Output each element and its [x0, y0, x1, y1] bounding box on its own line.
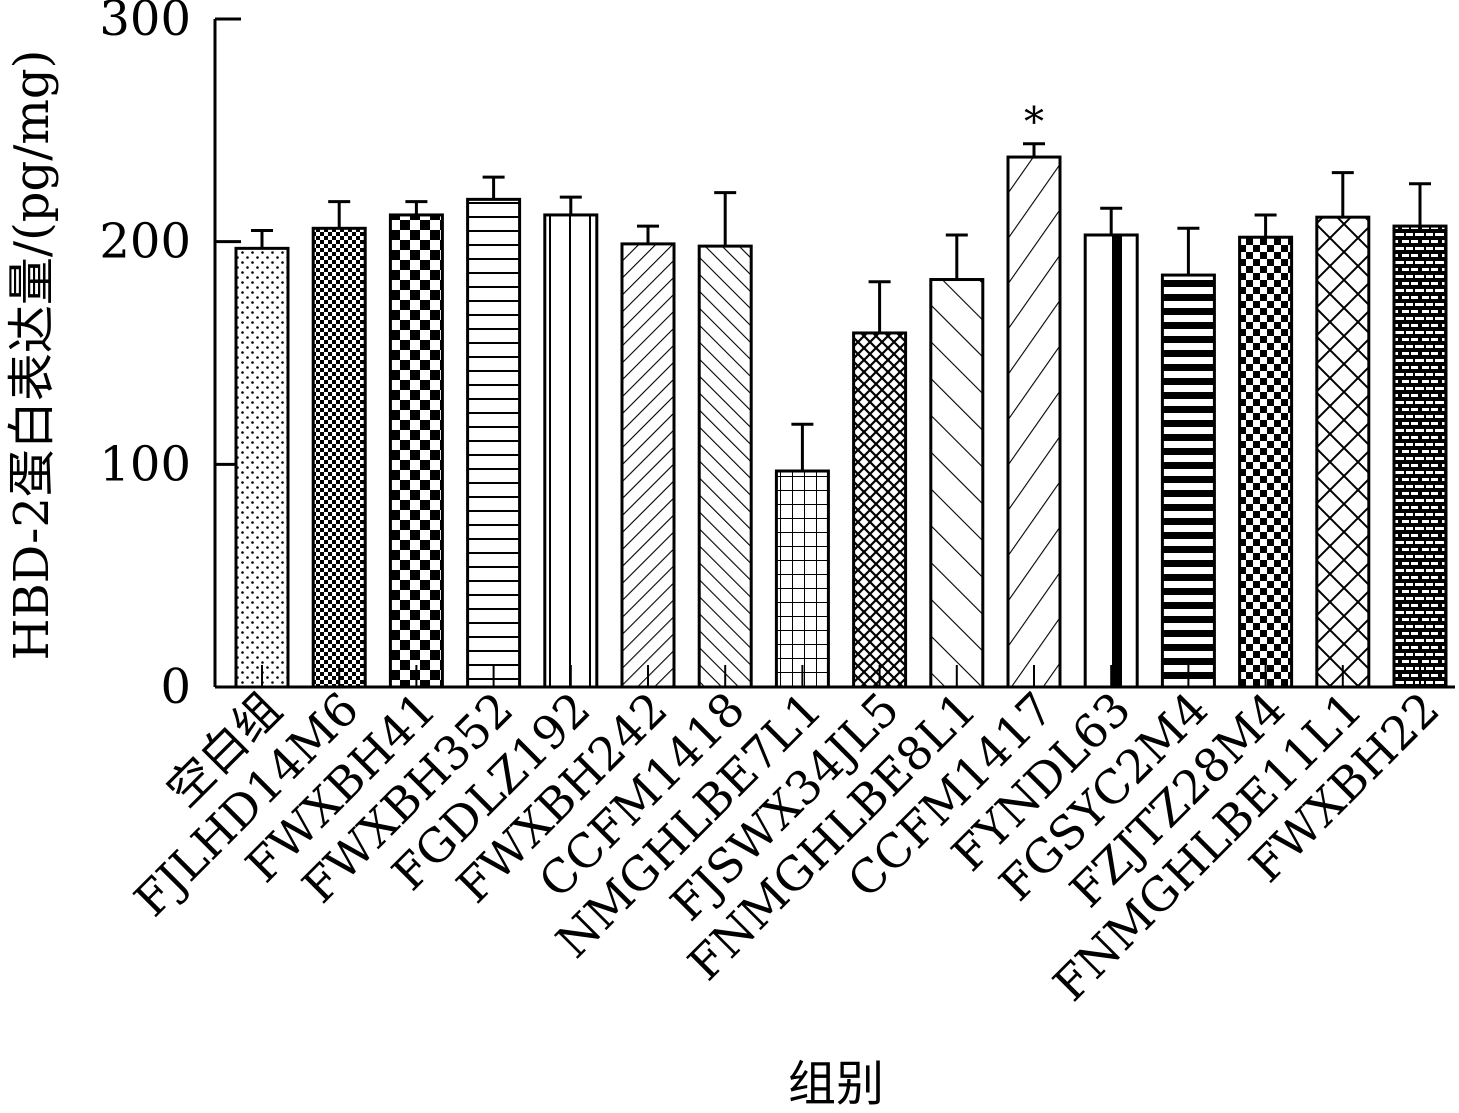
bar-group — [1083, 206, 1139, 689]
bar — [390, 214, 443, 688]
bar — [622, 243, 674, 688]
bar — [699, 246, 752, 687]
y-tick-label: 0 — [160, 659, 191, 715]
bar-group — [1392, 182, 1448, 689]
bar — [313, 228, 366, 687]
bar — [1085, 234, 1138, 687]
bar-group — [697, 191, 753, 689]
bar — [1162, 275, 1215, 687]
bar-group — [929, 233, 985, 689]
bar — [930, 279, 983, 687]
x-axis-title: 组别 — [788, 1056, 884, 1112]
y-axis-title: HBD-2蛋白表达量/(pg/mg) — [4, 50, 60, 661]
bar — [1008, 157, 1060, 687]
bar-group — [620, 224, 676, 689]
bar — [544, 214, 597, 688]
bars: * — [234, 100, 1448, 689]
bar-group: * — [1006, 100, 1062, 689]
bar-group — [388, 200, 444, 689]
bar-group — [234, 229, 290, 689]
bar-group — [852, 280, 908, 689]
bar-group — [1315, 171, 1371, 689]
bar-group — [1160, 226, 1216, 689]
bar — [853, 332, 906, 687]
bar — [776, 471, 829, 687]
bar-group — [774, 422, 830, 689]
bar-group — [466, 175, 522, 689]
bar-group — [1238, 213, 1294, 689]
y-tick-label: 200 — [99, 214, 191, 270]
y-tick-label: 300 — [99, 0, 191, 47]
bar — [236, 248, 288, 687]
y-tick-label: 100 — [99, 436, 191, 492]
x-tick-labels: 空白组FJLHD14M6FWXBH41FWXBH352FGDLZ192FWXBH… — [124, 682, 1450, 1012]
bar — [467, 199, 520, 688]
bar-group — [543, 195, 599, 689]
bar — [1394, 226, 1446, 687]
bar-group — [311, 200, 367, 689]
bar — [1239, 237, 1292, 688]
bar — [1316, 217, 1369, 687]
significance-marker: * — [1024, 100, 1044, 146]
